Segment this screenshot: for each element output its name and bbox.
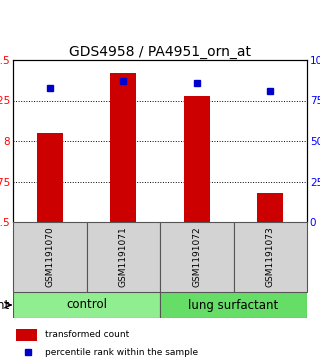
Text: agent: agent (0, 298, 10, 311)
Bar (37, 133, 63, 222)
Text: control: control (66, 298, 107, 311)
Text: percentile rank within the sample: percentile rank within the sample (45, 348, 198, 357)
Bar (184, 95, 210, 222)
Text: GSM1191073: GSM1191073 (266, 227, 275, 287)
Bar (234, 222, 307, 292)
Text: lung surfactant: lung surfactant (188, 298, 279, 311)
Bar (110, 73, 136, 222)
Text: GSM1191072: GSM1191072 (192, 227, 201, 287)
Bar (13, 222, 86, 292)
Bar (160, 292, 307, 318)
Text: GSM1191071: GSM1191071 (119, 227, 128, 287)
Title: GDS4958 / PA4951_orn_at: GDS4958 / PA4951_orn_at (69, 45, 251, 59)
Bar (13, 292, 160, 318)
Bar (86, 222, 160, 292)
Bar (16, 329, 36, 341)
Bar (160, 222, 234, 292)
Bar (257, 193, 283, 222)
Text: GSM1191070: GSM1191070 (45, 227, 54, 287)
Text: transformed count: transformed count (45, 330, 130, 339)
